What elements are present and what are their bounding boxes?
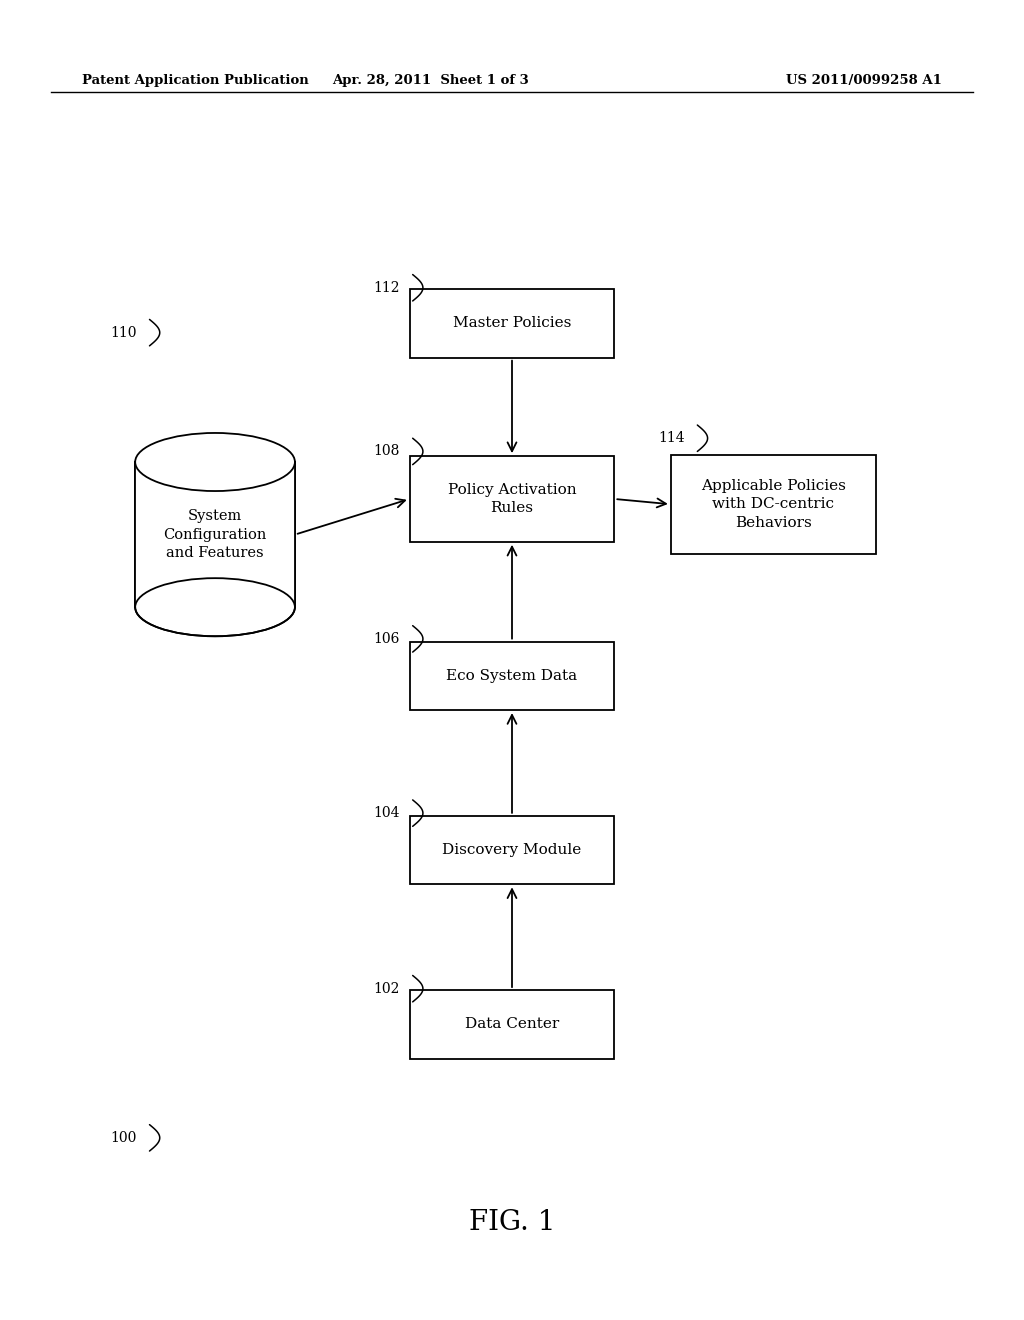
Text: 102: 102 bbox=[374, 982, 400, 995]
Bar bbox=[410, 642, 614, 710]
Text: Eco System Data: Eco System Data bbox=[446, 669, 578, 682]
Bar bbox=[410, 289, 614, 358]
Ellipse shape bbox=[135, 433, 295, 491]
Ellipse shape bbox=[135, 578, 295, 636]
Text: Master Policies: Master Policies bbox=[453, 317, 571, 330]
Text: 114: 114 bbox=[658, 432, 685, 445]
Text: Policy Activation
Rules: Policy Activation Rules bbox=[447, 483, 577, 515]
Text: Applicable Policies
with DC-centric
Behaviors: Applicable Policies with DC-centric Beha… bbox=[700, 479, 846, 529]
Text: System
Configuration
and Features: System Configuration and Features bbox=[164, 510, 266, 560]
Bar bbox=[135, 462, 295, 607]
Bar bbox=[410, 816, 614, 884]
Text: Patent Application Publication: Patent Application Publication bbox=[82, 74, 308, 87]
Bar bbox=[410, 990, 614, 1059]
Text: 100: 100 bbox=[111, 1131, 137, 1144]
Text: US 2011/0099258 A1: US 2011/0099258 A1 bbox=[786, 74, 942, 87]
Text: 106: 106 bbox=[374, 632, 400, 645]
Text: 104: 104 bbox=[374, 807, 400, 820]
Text: 110: 110 bbox=[111, 326, 137, 339]
Text: 108: 108 bbox=[374, 445, 400, 458]
Text: FIG. 1: FIG. 1 bbox=[469, 1209, 555, 1236]
Text: Data Center: Data Center bbox=[465, 1018, 559, 1031]
Text: 112: 112 bbox=[374, 281, 400, 294]
Bar bbox=[671, 454, 876, 554]
Bar bbox=[410, 455, 614, 541]
Text: Discovery Module: Discovery Module bbox=[442, 843, 582, 857]
Text: Apr. 28, 2011  Sheet 1 of 3: Apr. 28, 2011 Sheet 1 of 3 bbox=[332, 74, 528, 87]
